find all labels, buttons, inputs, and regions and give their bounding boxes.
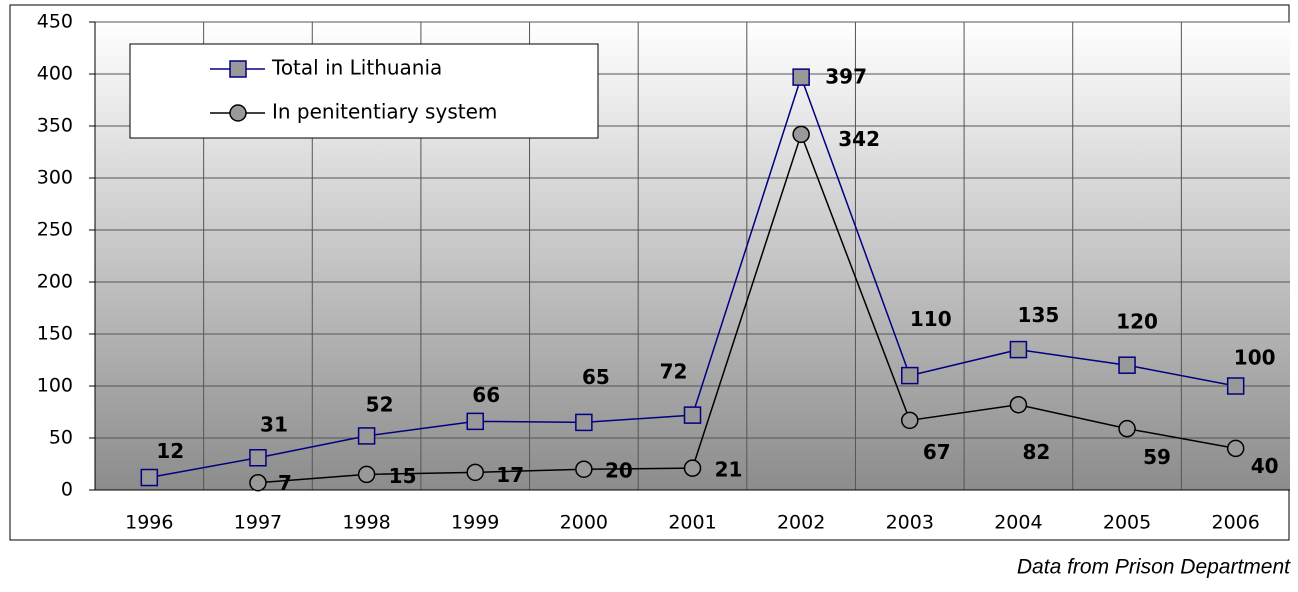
x-tick-label: 2002 xyxy=(777,512,825,534)
series-line xyxy=(257,132,1236,484)
marker xyxy=(792,68,810,86)
y-tick-label: 400 xyxy=(37,63,73,85)
data-label: 7 xyxy=(278,471,292,495)
x-tick-label: 1998 xyxy=(342,512,390,534)
y-tick-label: 350 xyxy=(37,115,73,137)
data-label: 72 xyxy=(660,360,688,384)
data-label: 21 xyxy=(715,458,743,482)
data-label: 20 xyxy=(605,459,633,483)
data-label: 67 xyxy=(923,440,951,464)
y-tick-label: 450 xyxy=(37,11,73,33)
x-tick-label: 2005 xyxy=(1103,512,1151,534)
x-tick-label: 2004 xyxy=(994,512,1042,534)
data-label: 59 xyxy=(1143,445,1171,469)
legend-label: Total in Lithuania xyxy=(271,56,442,80)
marker xyxy=(575,413,593,432)
marker xyxy=(683,406,702,424)
y-tick-label: 250 xyxy=(37,219,73,241)
data-label: 12 xyxy=(156,439,184,463)
legend-box xyxy=(129,43,599,139)
x-tick-label: 1997 xyxy=(234,512,282,534)
marker xyxy=(1226,377,1245,395)
x-tick-label: 1999 xyxy=(451,512,499,534)
marker xyxy=(901,366,919,385)
data-label: 66 xyxy=(472,383,500,407)
marker xyxy=(249,473,267,492)
marker xyxy=(1118,419,1136,438)
marker xyxy=(575,460,593,478)
marker xyxy=(901,411,919,430)
marker xyxy=(1009,340,1028,359)
data-label: 135 xyxy=(1018,303,1060,327)
y-tick-label: 50 xyxy=(49,427,73,449)
y-tick-label: 100 xyxy=(37,375,73,397)
data-label: 82 xyxy=(1022,440,1050,464)
x-tick-label: 2006 xyxy=(1212,512,1260,534)
source-note: Data from Prison Department xyxy=(1017,556,1291,579)
x-tick-label: 2001 xyxy=(668,512,716,534)
x-tick-label: 2000 xyxy=(560,512,608,534)
x-tick-label: 2003 xyxy=(886,512,934,534)
data-label: 31 xyxy=(260,412,288,436)
marker xyxy=(1226,439,1245,458)
data-label: 110 xyxy=(910,307,952,331)
marker xyxy=(792,125,810,144)
data-label: 15 xyxy=(389,464,417,488)
marker xyxy=(249,449,267,467)
data-label: 342 xyxy=(838,127,880,151)
data-label: 397 xyxy=(825,65,867,89)
y-tick-label: 300 xyxy=(37,167,73,189)
y-tick-label: 0 xyxy=(61,479,73,501)
marker xyxy=(1009,395,1028,414)
data-label: 17 xyxy=(496,463,524,487)
y-tick-label: 150 xyxy=(37,323,73,345)
data-label: 65 xyxy=(582,365,610,389)
legend-marker xyxy=(229,104,247,122)
marker xyxy=(357,465,376,484)
x-tick-label: 1996 xyxy=(125,512,173,534)
marker xyxy=(140,468,159,487)
data-label: 100 xyxy=(1234,346,1276,370)
marker xyxy=(1118,356,1136,374)
data-label: 120 xyxy=(1116,310,1158,334)
marker xyxy=(357,427,376,445)
data-label: 40 xyxy=(1251,454,1279,478)
legend-marker xyxy=(229,60,247,78)
data-label: 52 xyxy=(366,392,394,416)
marker xyxy=(466,463,484,482)
marker xyxy=(683,459,702,477)
y-tick-label: 200 xyxy=(37,271,73,293)
legend-label: In penitentiary system xyxy=(272,100,497,124)
marker xyxy=(466,412,484,431)
